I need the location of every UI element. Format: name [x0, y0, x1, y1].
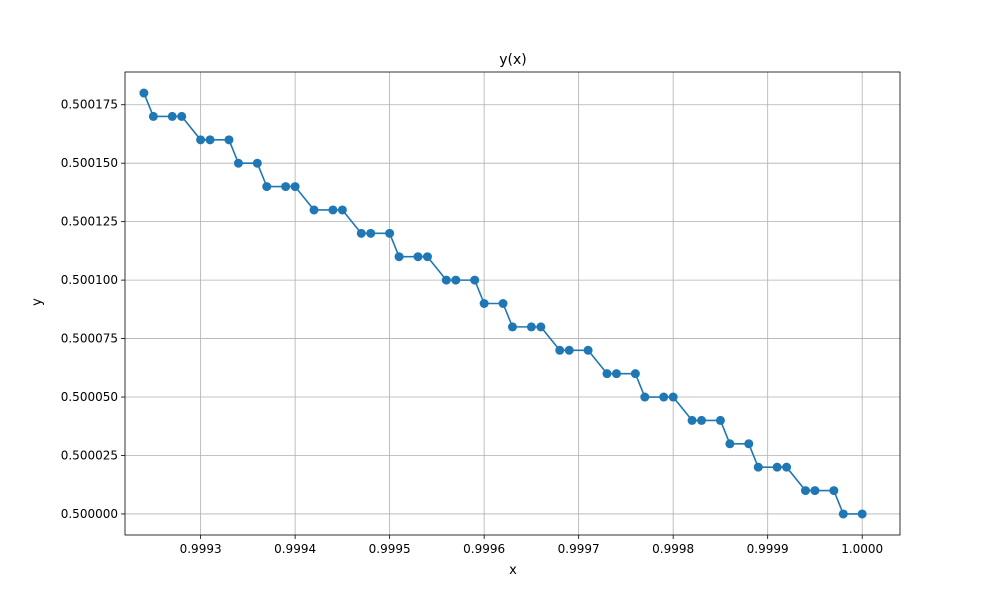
data-point: [167, 111, 177, 121]
data-point: [328, 205, 338, 215]
x-tick-label: 0.9999: [747, 542, 789, 556]
data-point: [555, 345, 565, 355]
data-point: [725, 439, 735, 449]
y-tick-label: 0.500100: [61, 273, 118, 287]
data-point: [233, 158, 243, 168]
data-point: [640, 392, 650, 402]
x-tick-label: 0.9997: [558, 542, 600, 556]
axes: 0.9993 0.9994 0.9995 0.9996 0.9997 0.9998 0.99…: [61, 71, 901, 556]
y-tick-label: 0.500025: [61, 448, 118, 462]
y-tick-label: 0.500175: [61, 98, 118, 112]
data-point: [782, 462, 792, 472]
data-point: [564, 345, 574, 355]
x-tick-label: 0.9993: [180, 542, 222, 556]
data-point: [281, 182, 291, 192]
data-point: [451, 275, 461, 285]
data-point: [309, 205, 319, 215]
data-point: [498, 299, 508, 308]
data-point: [753, 462, 763, 472]
data-point: [829, 486, 839, 496]
data-point: [659, 392, 669, 402]
series-layer: [139, 88, 867, 519]
data-point: [290, 182, 300, 192]
data-point: [838, 509, 848, 519]
data-point: [772, 462, 782, 472]
plot-frame: [124, 71, 901, 536]
data-point: [536, 322, 546, 332]
data-point: [630, 369, 640, 379]
data-point: [602, 369, 612, 379]
data-point: [177, 111, 187, 121]
data-point: [697, 415, 707, 425]
data-point: [800, 486, 810, 496]
grid: [125, 72, 900, 535]
data-point: [148, 111, 158, 121]
data-point: [857, 509, 867, 519]
data-point: [413, 252, 423, 262]
x-tick-label: 0.9998: [652, 542, 694, 556]
data-point: [508, 322, 517, 332]
y-tick-label: 0.500000: [61, 507, 118, 521]
data-point: [715, 415, 725, 425]
data-point: [205, 135, 215, 145]
chart-title: y(x): [499, 52, 527, 68]
data-point: [252, 158, 262, 168]
data-point: [366, 228, 376, 238]
data-point: [224, 135, 234, 145]
data-point: [526, 322, 536, 332]
data-point: [356, 228, 366, 238]
x-tick-label: 0.9994: [274, 542, 316, 556]
x-tick-label: 0.9996: [463, 542, 505, 556]
data-point: [611, 369, 621, 379]
data-point: [394, 252, 404, 262]
data-point: [196, 135, 206, 145]
data-point: [385, 228, 395, 238]
y-tick-label: 0.500150: [61, 156, 118, 170]
y-tick-label: 0.500125: [61, 215, 118, 229]
x-tick-label: 0.9995: [369, 542, 411, 556]
data-point: [262, 182, 272, 192]
data-point: [668, 392, 678, 402]
x-tick-label: 1.0000: [841, 542, 883, 556]
data-point: [479, 299, 489, 308]
data-point: [583, 345, 593, 355]
data-point: [441, 275, 451, 285]
data-point: [139, 88, 149, 98]
y-tick-label: 0.500050: [61, 390, 118, 404]
data-point: [470, 275, 480, 285]
data-point: [687, 415, 697, 425]
data-point: [810, 486, 820, 496]
y-axis-label: y: [30, 298, 45, 306]
data-point: [337, 205, 347, 215]
x-axis-label: x: [509, 563, 517, 578]
data-point: [744, 439, 754, 449]
y-tick-label: 0.500075: [61, 332, 118, 346]
data-point: [422, 252, 432, 262]
